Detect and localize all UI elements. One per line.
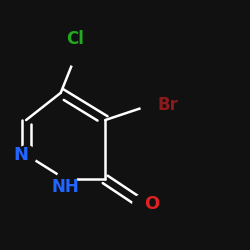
Text: N: N	[14, 146, 29, 164]
Text: Br: Br	[157, 96, 178, 114]
Text: Cl: Cl	[66, 30, 84, 48]
Text: NH: NH	[52, 178, 80, 196]
Text: O: O	[144, 195, 160, 213]
